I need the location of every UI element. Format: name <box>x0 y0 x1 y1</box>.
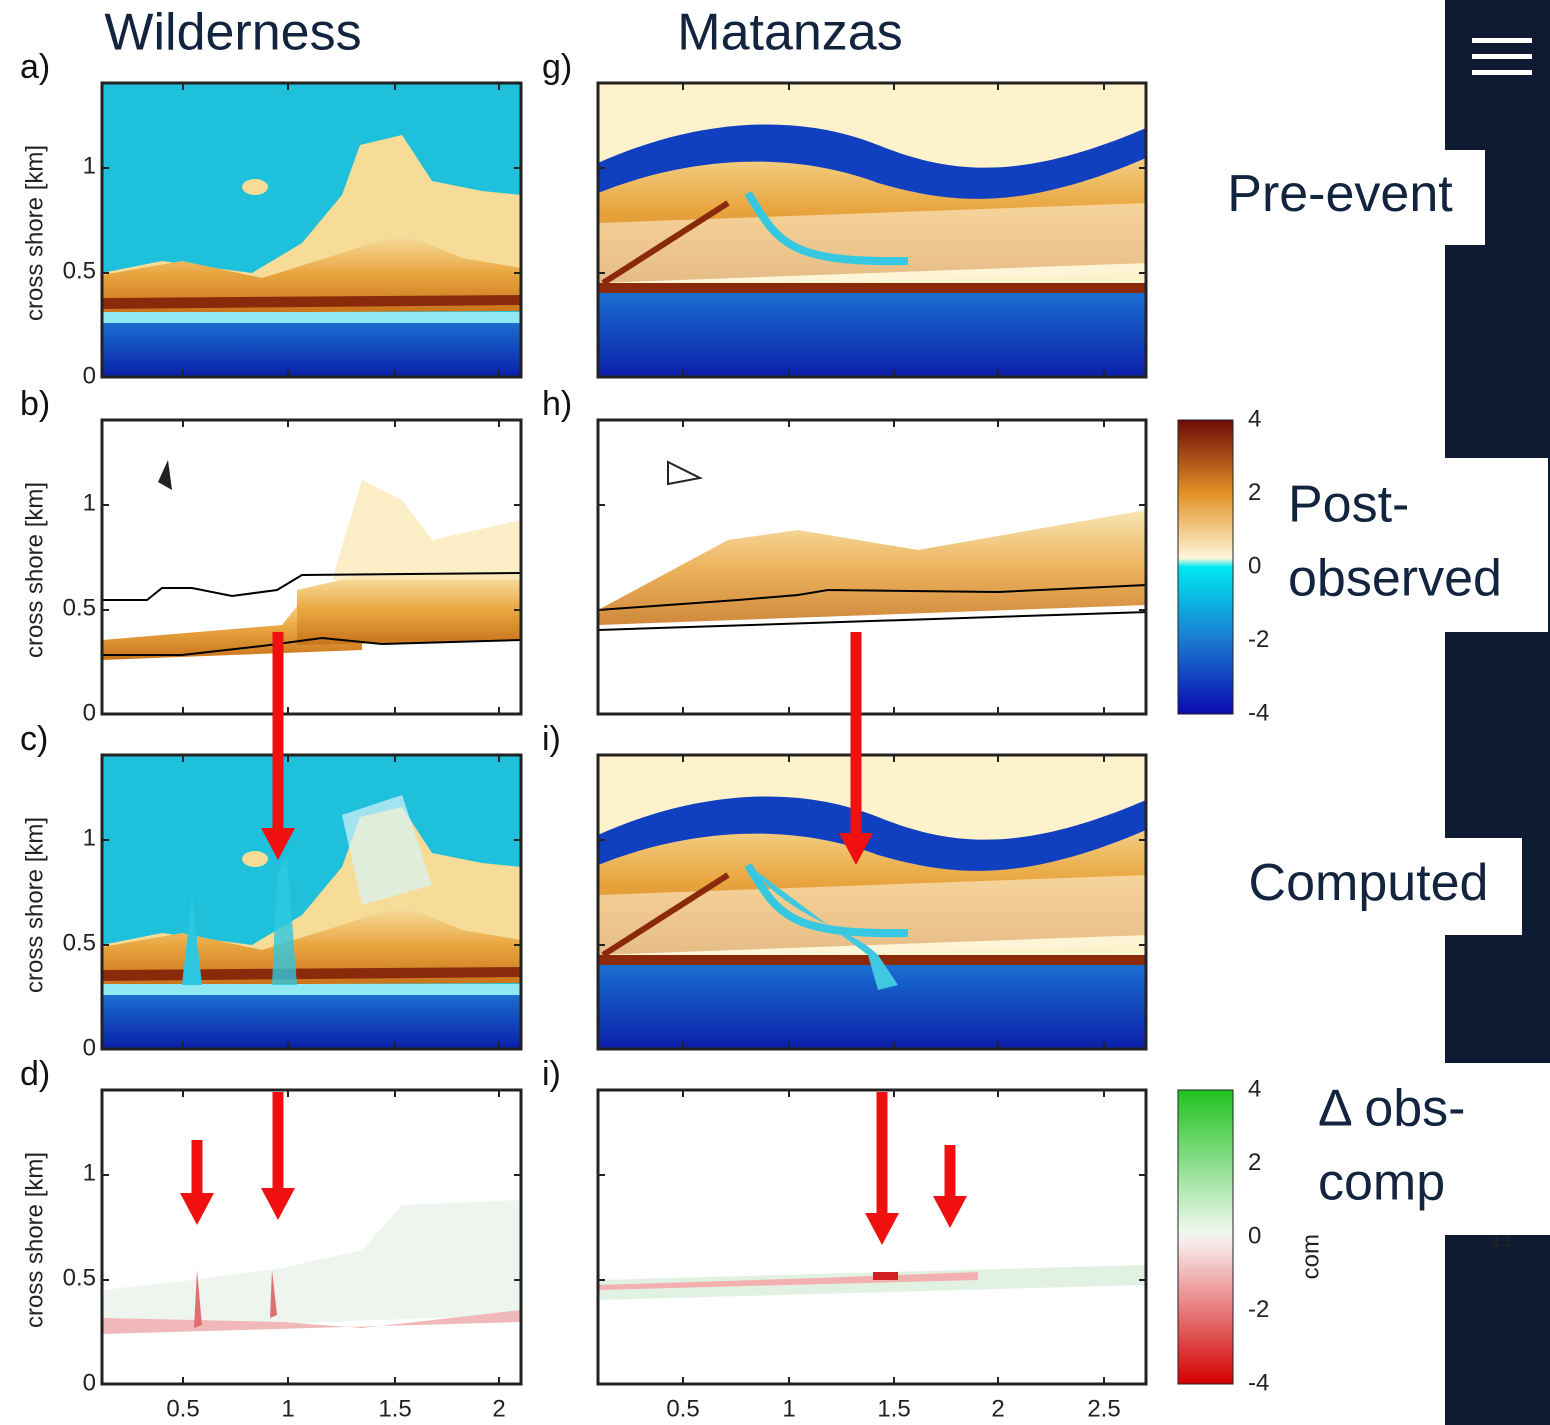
y-tick-label: 0 <box>83 1369 96 1396</box>
row-label: Computed <box>1249 854 1489 912</box>
map-feature <box>873 1272 898 1280</box>
y-tick-label: 1 <box>83 1159 96 1186</box>
y-tick-label: 1 <box>83 152 96 179</box>
map-image <box>102 1090 521 1384</box>
column-title: Matanzas <box>677 4 902 62</box>
y-tick-label: 0.5 <box>63 929 96 956</box>
map-feature <box>102 984 521 996</box>
colorbar-tick-label: 0 <box>1248 1222 1261 1249</box>
map-panel <box>102 83 521 377</box>
row-label: Post- <box>1288 476 1409 534</box>
panel-letter: g) <box>542 48 572 86</box>
map-panel <box>598 83 1146 377</box>
panel-letter: a) <box>20 48 50 86</box>
map-panel <box>102 1090 521 1384</box>
colorbar-tick-label: 0 <box>1248 552 1261 579</box>
colorbar-tick-label: 2 <box>1248 479 1261 506</box>
x-tick-label: 2 <box>492 1395 505 1422</box>
panel-letter: h) <box>542 385 572 423</box>
y-axis-label: cross shore [km] <box>21 482 48 658</box>
map-panel <box>102 420 521 714</box>
map-feature <box>598 283 1146 293</box>
map-image <box>598 1090 1146 1384</box>
y-axis-label: cross shore [km] <box>21 145 48 321</box>
map-feature <box>598 965 1146 1049</box>
y-axis-label: cross shore [km] <box>21 1152 48 1328</box>
map-panel <box>598 1090 1146 1384</box>
colorbar-tick-label: 4 <box>1248 1075 1261 1102</box>
x-tick-label: 1.5 <box>877 1395 910 1422</box>
map-image <box>102 83 521 377</box>
map-feature <box>598 293 1146 377</box>
map-image <box>598 755 1146 1049</box>
row-label: comp <box>1318 1154 1445 1212</box>
y-tick-label: 0 <box>83 362 96 389</box>
map-feature <box>242 851 268 867</box>
y-tick-label: 0 <box>83 1034 96 1061</box>
column-title: Wilderness <box>104 4 361 62</box>
map-feature <box>102 995 521 1049</box>
colorbar-tick-label: -2 <box>1248 1296 1269 1323</box>
x-tick-label: 1 <box>782 1395 795 1422</box>
map-image <box>598 420 1146 714</box>
colorbar-tick-label: -2 <box>1248 626 1269 653</box>
colorbar-tick-label: -4 <box>1248 1369 1269 1396</box>
map-image <box>102 755 521 1049</box>
colorbar-tick-label: -4 <box>1248 699 1269 726</box>
x-tick-label: 2 <box>991 1395 1004 1422</box>
map-feature <box>102 312 521 324</box>
y-tick-label: 1 <box>83 489 96 516</box>
y-axis-label: cross shore [km] <box>21 817 48 993</box>
y-tick-label: 1 <box>83 824 96 851</box>
map-feature <box>297 575 521 645</box>
x-tick-label: 1.5 <box>378 1395 411 1422</box>
map-image <box>598 83 1146 377</box>
colorbar <box>1178 420 1233 714</box>
y-tick-label: 0 <box>83 699 96 726</box>
row-label: Δ obs- <box>1318 1080 1465 1138</box>
map-panel <box>598 420 1146 714</box>
row-label: Pre-event <box>1227 165 1453 223</box>
panel-letter: b) <box>20 385 50 423</box>
map-panel <box>102 755 521 1049</box>
colorbar-tick-label: 2 <box>1248 1149 1261 1176</box>
x-tick-label: 1 <box>281 1395 294 1422</box>
map-image <box>102 420 521 714</box>
page: {"columns": ["Wilderness", "Matanzas"], … <box>0 0 1550 1425</box>
panel-letter: c) <box>20 720 48 758</box>
x-tick-label: 2.5 <box>1087 1395 1120 1422</box>
x-tick-label: 0.5 <box>166 1395 199 1422</box>
y-tick-label: 0.5 <box>63 594 96 621</box>
colorbar <box>1178 1090 1233 1384</box>
map-feature <box>102 323 521 377</box>
slide: Wilderness Matanzas a) 0 0.5 1 cross shore [km… <box>0 0 1550 1425</box>
panel-letter: i) <box>542 1055 561 1093</box>
y-tick-label: 0.5 <box>63 1264 96 1291</box>
map-feature <box>242 179 268 195</box>
panel-letter: d) <box>20 1055 50 1093</box>
panel-letter: i) <box>542 720 561 758</box>
x-tick-label: 0.5 <box>666 1395 699 1422</box>
row-label: observed <box>1288 550 1502 608</box>
map-panel <box>598 755 1146 1049</box>
y-tick-label: 0.5 <box>63 257 96 284</box>
colorbar-tick-label: 4 <box>1248 405 1261 432</box>
map-bg <box>598 1090 1146 1384</box>
menu-icon[interactable] <box>1472 38 1532 43</box>
